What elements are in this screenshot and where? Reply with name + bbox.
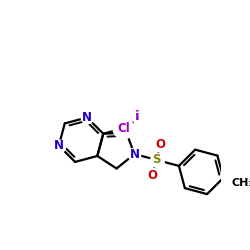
Text: N: N [130, 148, 140, 160]
Text: N: N [82, 111, 92, 124]
Text: CH₃: CH₃ [231, 178, 250, 188]
Text: O: O [156, 138, 166, 151]
Text: S: S [152, 154, 161, 166]
Text: N: N [54, 139, 64, 152]
Text: i: i [134, 110, 139, 123]
Text: O: O [148, 168, 158, 181]
Text: Cl: Cl [117, 122, 130, 135]
